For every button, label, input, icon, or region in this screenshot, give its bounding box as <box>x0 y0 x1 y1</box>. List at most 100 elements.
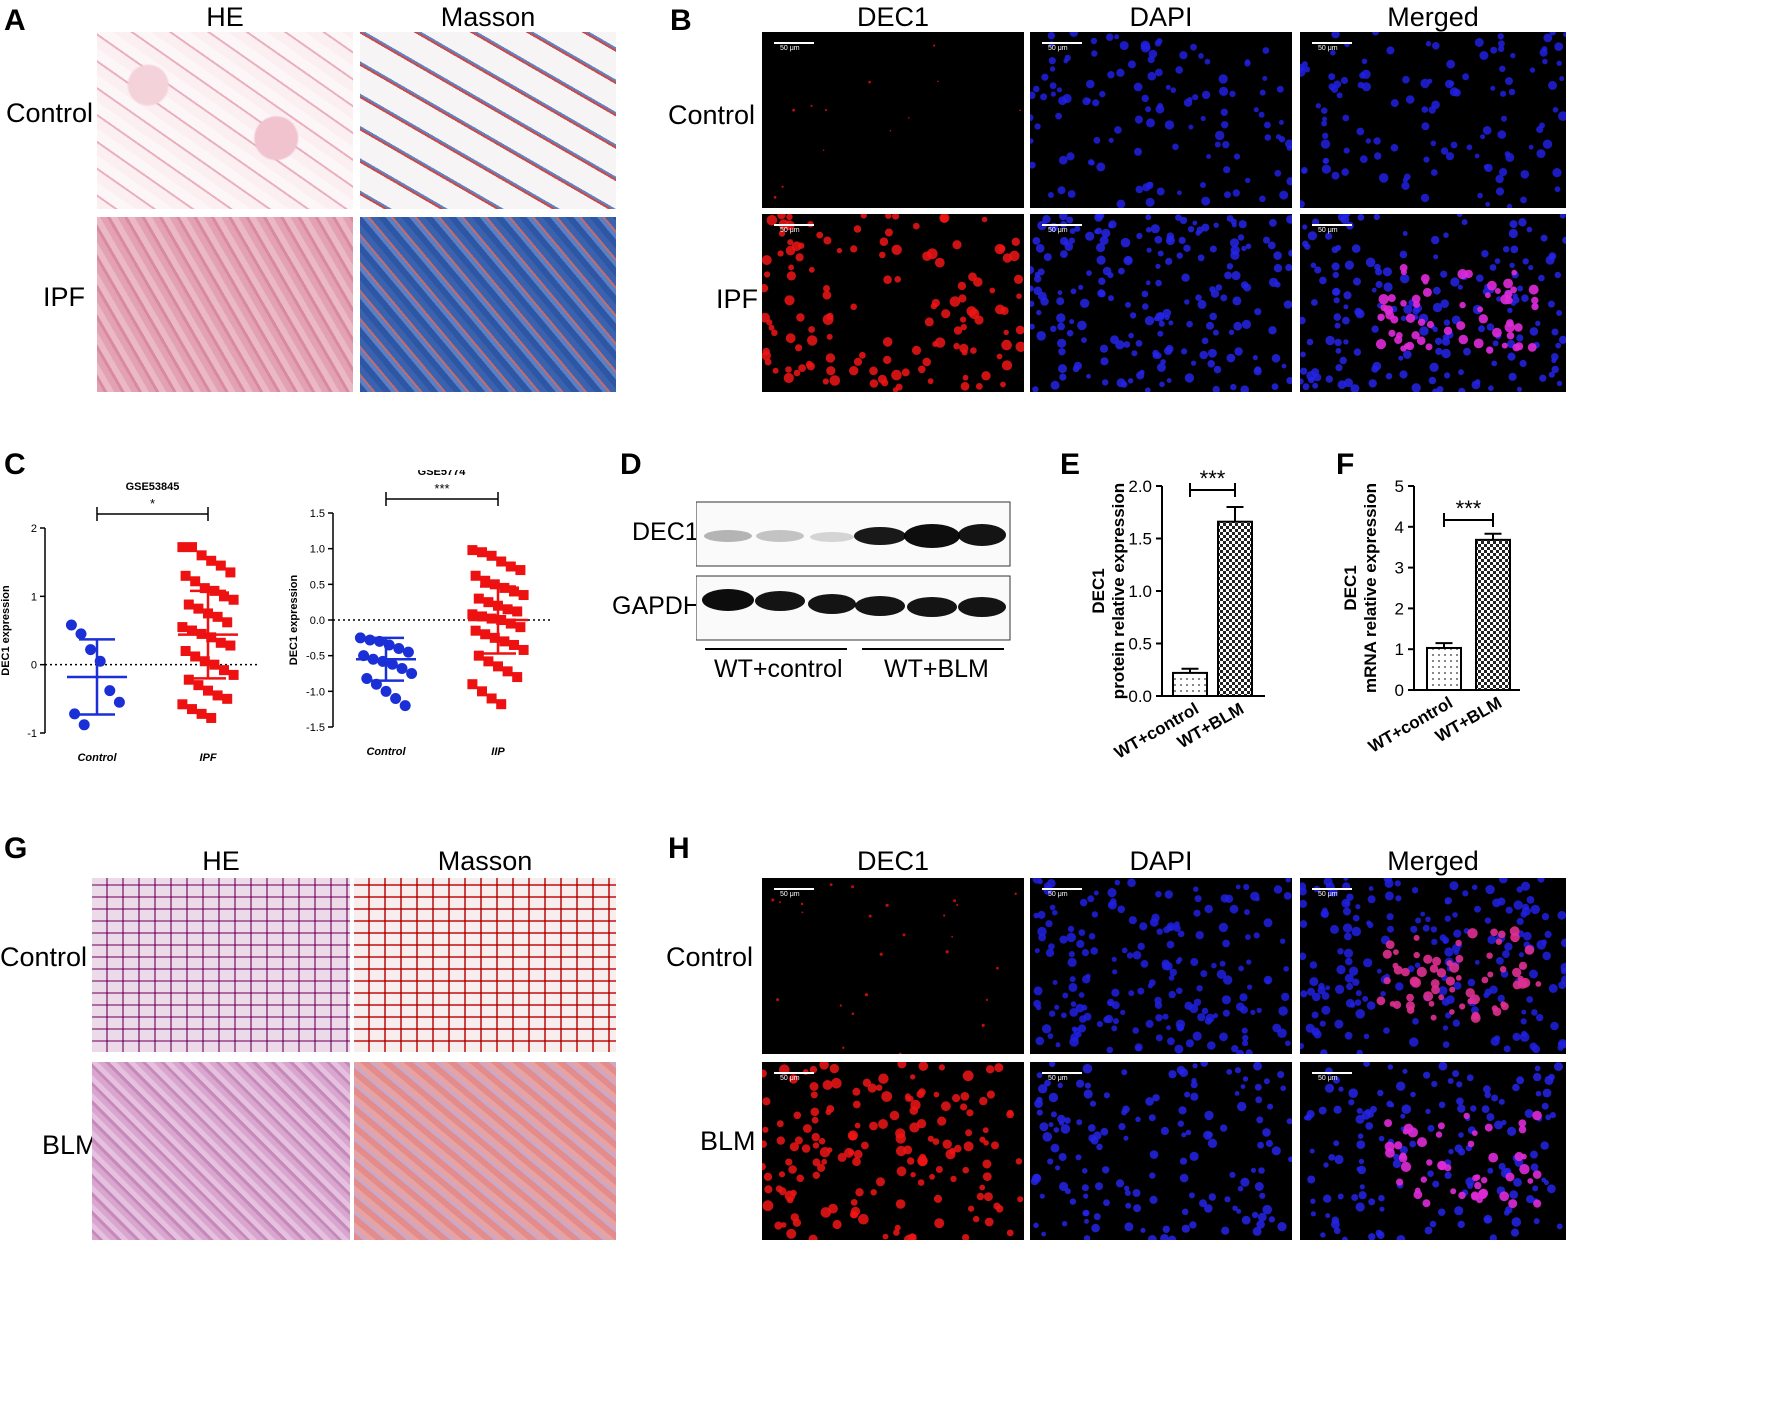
data-point <box>196 708 207 719</box>
data-point <box>518 644 529 655</box>
data-point <box>499 636 510 647</box>
data-point <box>499 582 510 593</box>
data-point <box>206 632 217 643</box>
significance-label: * <box>150 496 155 511</box>
dapi-control-mouse-image: 50 μm <box>1030 878 1292 1054</box>
data-point <box>496 556 507 567</box>
y-tick-label: 1 <box>1395 640 1404 659</box>
chart-protein-expression: 0.0 0.5 1.0 1.5 2.0 DEC1 protein relative expr… <box>1089 466 1265 762</box>
chart-title: GSE5774 <box>418 470 467 478</box>
y-tick-label: -0.5 <box>306 651 325 663</box>
data-point <box>193 603 204 614</box>
data-point <box>199 583 210 594</box>
he-control-image <box>97 32 353 209</box>
merged-ipf-image: 50 μm <box>1300 214 1566 392</box>
he-control-mouse-image <box>92 878 350 1052</box>
panel-label-f: F <box>1336 448 1355 481</box>
y-axis-label: DEC1 expression <box>0 585 12 676</box>
bar <box>1172 671 1208 697</box>
merged-control-mouse-image: 50 μm <box>1300 878 1566 1054</box>
data-point <box>187 542 197 553</box>
y-tick-label: -1.5 <box>306 722 325 734</box>
data-point <box>509 639 519 650</box>
data-point <box>177 622 188 633</box>
panel-label-h: H <box>668 832 690 865</box>
y-tick-label: -1.0 <box>306 686 325 698</box>
group-bar-control <box>705 648 847 650</box>
data-point <box>512 672 523 683</box>
data-point <box>477 686 487 697</box>
group-label-control: WT+control <box>714 655 843 683</box>
col-label-dec1: DEC1 <box>856 2 930 32</box>
row-label-ipf: IPF <box>716 284 759 314</box>
y-tick-label: 1.5 <box>1128 530 1152 549</box>
data-point <box>505 561 516 572</box>
data-point <box>393 643 405 655</box>
data-point <box>219 665 229 676</box>
panel-label-g: G <box>4 832 28 865</box>
merged-control-image: 50 μm <box>1300 32 1566 208</box>
y-tick-label: 0.5 <box>1128 635 1152 654</box>
data-point <box>467 609 478 620</box>
data-point <box>496 699 507 710</box>
data-point <box>470 625 481 636</box>
group-bar-blm <box>862 648 1004 650</box>
panel-label-a: A <box>4 4 26 37</box>
category-label: Control <box>366 746 406 758</box>
col-label-masson: Masson <box>440 2 536 32</box>
data-point <box>180 570 191 581</box>
category-label: IPF <box>199 752 216 764</box>
y-tick-label: 1.0 <box>1128 582 1152 601</box>
bar <box>1426 646 1462 691</box>
data-point <box>183 674 194 685</box>
data-point <box>193 680 204 691</box>
col-label-merged: Merged <box>1387 2 1479 32</box>
y-tick-label: 0.0 <box>310 615 325 627</box>
data-point <box>225 567 236 578</box>
chart-title: GSE53845 <box>126 481 180 493</box>
data-point <box>386 658 398 670</box>
significance-label: *** <box>434 481 449 496</box>
data-point <box>222 693 233 704</box>
data-point <box>228 669 239 680</box>
data-point <box>380 685 392 697</box>
data-point <box>493 661 503 672</box>
masson-control-image <box>360 32 616 209</box>
data-point <box>467 679 478 690</box>
masson-blm-image <box>354 1062 616 1240</box>
y-tick-label: 4 <box>1395 518 1404 537</box>
col-label-merged: Merged <box>1387 846 1479 876</box>
data-point <box>85 644 97 656</box>
data-point <box>390 692 402 704</box>
data-point <box>505 618 516 629</box>
dapi-control-image: 50 μm <box>1030 32 1292 208</box>
data-point <box>518 590 529 601</box>
y-axis-label: DEC1 <box>1341 565 1360 610</box>
category-label: IIP <box>491 746 505 758</box>
data-point <box>209 659 220 670</box>
he-blm-image <box>92 1062 350 1240</box>
panel-label-d: D <box>620 448 642 481</box>
data-point <box>515 565 526 576</box>
category-label: Control <box>77 752 117 764</box>
data-point <box>222 617 233 628</box>
y-tick-label: 1.5 <box>310 508 325 520</box>
y-axis-label: mRNA relative expression <box>1361 483 1380 693</box>
data-point <box>206 555 217 566</box>
chart-gse53845: -1 0 1 2 GSE53845 DEC1 expression * Control IPF <box>0 481 260 764</box>
masson-control-mouse-image <box>354 878 616 1052</box>
band-label-gapdh: GAPDH <box>612 592 701 620</box>
col-label-dapi: DAPI <box>1129 2 1193 32</box>
data-point <box>502 604 513 615</box>
y-tick-label: -1 <box>27 728 37 740</box>
data-point <box>190 576 201 587</box>
data-point <box>406 668 418 679</box>
he-ipf-image <box>97 217 353 392</box>
col-label-masson: Masson <box>437 846 533 876</box>
y-tick-label: 5 <box>1395 477 1404 496</box>
data-point <box>219 591 229 602</box>
data-point <box>480 629 491 640</box>
row-label-control: Control <box>668 100 756 130</box>
band-label-dec1: DEC1 <box>632 518 699 546</box>
row-label-control: Control <box>0 942 88 972</box>
